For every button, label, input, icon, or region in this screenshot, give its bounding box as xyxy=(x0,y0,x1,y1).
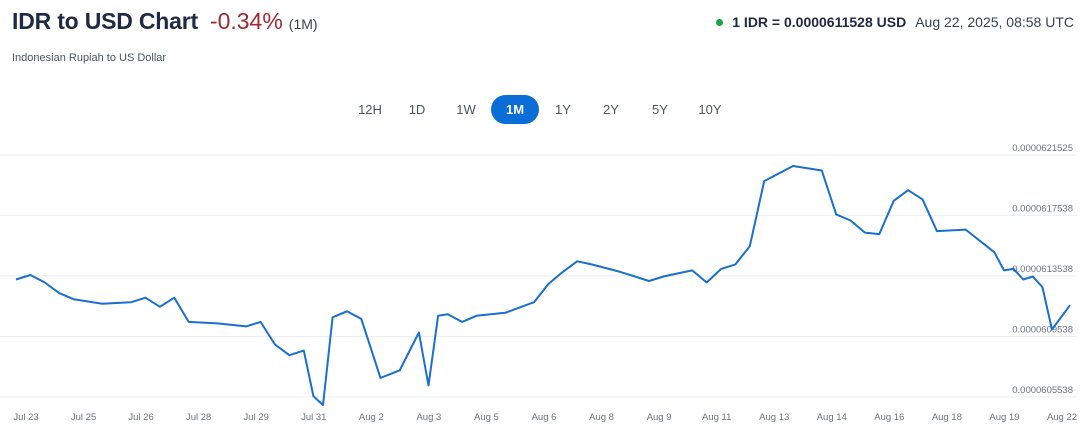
tab-label: 12H xyxy=(358,102,382,117)
tab-label: 2Y xyxy=(603,102,619,117)
y-tick-label: 0.0000617538 xyxy=(1012,203,1073,214)
x-tick-label: Jul 28 xyxy=(186,412,211,423)
tab-1d[interactable]: 1D xyxy=(393,95,441,124)
x-tick-label: Aug 2 xyxy=(359,412,384,423)
tab-1y[interactable]: 1Y xyxy=(539,95,587,124)
tab-10y[interactable]: 10Y xyxy=(685,95,735,124)
x-tick-label: Aug 6 xyxy=(532,412,557,423)
x-tick-label: Aug 3 xyxy=(416,412,441,423)
x-tick-label: Jul 26 xyxy=(128,412,153,423)
x-tick-label: Aug 19 xyxy=(989,412,1019,423)
x-tick-label: Aug 5 xyxy=(474,412,499,423)
y-tick-label: 0.0000609538 xyxy=(1012,324,1073,335)
x-tick-label: Jul 31 xyxy=(301,412,326,423)
live-status-dot-icon xyxy=(716,18,724,26)
chart-header: IDR to USD Chart -0.34% (1M) Indonesian … xyxy=(12,8,1074,68)
x-tick-label: Aug 14 xyxy=(817,412,847,423)
current-rate: 1 IDR = 0.0000611528 USD xyxy=(732,14,907,30)
change-period: (1M) xyxy=(288,16,318,32)
tab-1w[interactable]: 1W xyxy=(441,95,491,124)
time-range-tabs: 12H 1D 1W 1M 1Y 2Y 5Y 10Y xyxy=(347,95,735,124)
tab-label: 10Y xyxy=(698,102,722,117)
page-title: IDR to USD Chart xyxy=(12,8,198,34)
y-tick-label: 0.0000621525 xyxy=(1012,143,1073,154)
tab-12h[interactable]: 12H xyxy=(347,95,393,124)
change-percent: -0.34% xyxy=(209,8,283,34)
rate-timestamp: Aug 22, 2025, 08:58 UTC xyxy=(915,14,1074,30)
tab-2y[interactable]: 2Y xyxy=(587,95,635,124)
tab-5y[interactable]: 5Y xyxy=(635,95,685,124)
x-tick-label: Jul 29 xyxy=(244,412,269,423)
page-subtitle: Indonesian Rupiah to US Dollar xyxy=(12,52,167,64)
x-tick-label: Aug 11 xyxy=(702,412,731,423)
x-tick-label: Aug 22 xyxy=(1047,412,1077,423)
y-tick-label: 0.0000613538 xyxy=(1012,264,1073,275)
title-row: IDR to USD Chart -0.34% (1M) xyxy=(12,8,1074,35)
x-tick-label: Jul 23 xyxy=(13,412,38,423)
tab-label: 1Y xyxy=(555,102,571,117)
x-tick-label: Aug 8 xyxy=(589,412,614,423)
tab-1m[interactable]: 1M xyxy=(491,95,539,124)
tab-label: 5Y xyxy=(652,102,668,117)
y-tick-label: 0.0000605538 xyxy=(1012,385,1073,396)
x-tick-label: Jul 25 xyxy=(71,412,96,423)
tab-label: 1D xyxy=(408,102,426,117)
rate-block: 1 IDR = 0.0000611528 USD Aug 22, 2025, 0… xyxy=(716,14,1074,30)
x-tick-label: Aug 9 xyxy=(647,412,672,423)
x-tick-label: Aug 13 xyxy=(759,412,789,423)
price-series-line xyxy=(15,165,1071,407)
x-tick-label: Aug 18 xyxy=(932,412,962,423)
x-tick-label: Aug 16 xyxy=(874,412,904,423)
tab-label: 1W xyxy=(456,102,476,117)
tab-label: 1M xyxy=(505,102,525,117)
price-line-chart[interactable]: 0.0000621525 0.0000617538 0.0000613538 0.00… xyxy=(0,140,1080,424)
